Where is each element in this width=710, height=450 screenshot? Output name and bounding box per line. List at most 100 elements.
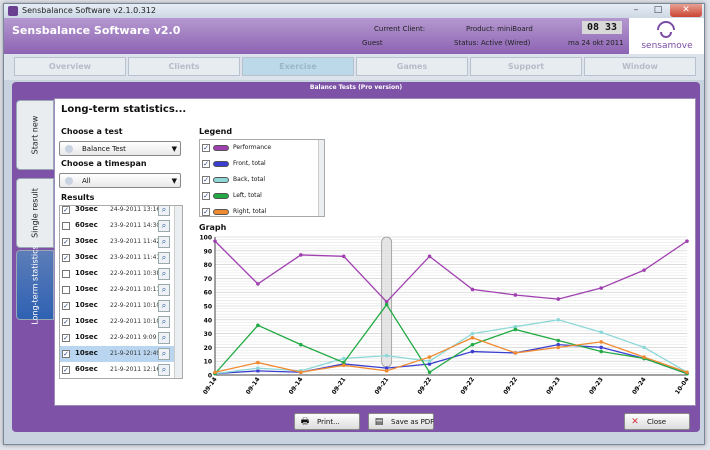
- legend-item[interactable]: ✓ Back, total: [200, 172, 316, 188]
- tab-long-term-statistics[interactable]: Long-term statistics: [16, 245, 54, 325]
- result-checkbox[interactable]: ✓: [62, 350, 70, 358]
- legend-item[interactable]: ✓ Left, total: [200, 188, 316, 204]
- results-label: Results: [61, 193, 95, 202]
- y-tick-label: 60: [204, 290, 212, 297]
- legend-checkbox[interactable]: ✓: [202, 208, 210, 216]
- result-datetime: 22-9-2011 10:38: [110, 270, 161, 277]
- result-row[interactable]: 10sec 22-9-2011 10:38 ⌕: [60, 266, 174, 282]
- result-duration: 10sec: [75, 301, 98, 309]
- magnifier-icon[interactable]: ⌕: [158, 284, 170, 296]
- magnifier-icon[interactable]: ⌕: [158, 268, 170, 280]
- print-button[interactable]: 🖶 Print...: [294, 413, 360, 430]
- result-row[interactable]: 10sec 22-9-2011 10:11 ⌕: [60, 282, 174, 298]
- maximize-button[interactable]: □: [653, 5, 663, 15]
- result-row[interactable]: ✓ 10sec 22-9-2011 10:10 ⌕: [60, 314, 174, 330]
- close-button-label: Close: [647, 418, 667, 426]
- results-scrollbar[interactable]: [174, 206, 182, 378]
- legend-checkbox[interactable]: ✓: [202, 176, 210, 184]
- choose-timespan-label: Choose a timespan: [61, 159, 147, 168]
- tab-clients[interactable]: Clients: [128, 57, 240, 76]
- result-datetime: 23-9-2011 14:30: [110, 222, 161, 229]
- result-row[interactable]: ✓ 10sec 22-9-2011 9:09 ⌕: [60, 330, 174, 346]
- result-datetime: 23-9-2011 11:41: [110, 254, 161, 261]
- result-checkbox[interactable]: [62, 222, 70, 230]
- graph-label: Graph: [199, 223, 227, 232]
- content-frame: Balance Tests (Pro version) Start new Si…: [12, 82, 700, 432]
- test-select[interactable]: Balance Test ▼: [59, 141, 181, 156]
- legend-scrollbar[interactable]: [318, 140, 324, 216]
- timespan-select[interactable]: All ▼: [59, 173, 181, 188]
- magnifier-icon[interactable]: ⌕: [158, 300, 170, 312]
- magnifier-icon[interactable]: ⌕: [158, 252, 170, 264]
- magnifier-icon[interactable]: ⌕: [158, 220, 170, 232]
- result-row[interactable]: ✓ 10sec 22-9-2011 10:10 ⌕: [60, 298, 174, 314]
- calendar-icon: [65, 177, 73, 185]
- data-point-left-total: [427, 370, 432, 375]
- data-point-front-total: [256, 369, 260, 373]
- magnifier-icon[interactable]: ⌕: [158, 316, 170, 328]
- legend-item[interactable]: ✓ Performance: [200, 140, 316, 156]
- legend-item[interactable]: ✓ Front, total: [200, 156, 316, 172]
- magnifier-icon[interactable]: ⌕: [158, 348, 170, 360]
- result-checkbox[interactable]: ✓: [62, 238, 70, 246]
- legend-item[interactable]: ✓ Right, total: [200, 204, 316, 216]
- magnifier-icon[interactable]: ⌕: [158, 236, 170, 248]
- result-duration: 30sec: [75, 253, 98, 261]
- tab-exercise[interactable]: Exercise: [242, 57, 354, 76]
- minimize-button[interactable]: –: [633, 5, 639, 15]
- y-tick-label: 100: [199, 235, 212, 242]
- close-window-button[interactable]: ✕: [670, 4, 702, 17]
- x-tick-label: 09-23: [545, 376, 562, 396]
- result-checkbox[interactable]: [62, 270, 70, 278]
- result-row[interactable]: ✓ 30sec 23-9-2011 11:42 ⌕: [60, 234, 174, 250]
- x-tick-label: 09-14: [202, 376, 219, 396]
- result-checkbox[interactable]: ✓: [62, 206, 70, 214]
- magnifier-icon[interactable]: ⌕: [158, 332, 170, 344]
- result-checkbox[interactable]: ✓: [62, 254, 70, 262]
- magnifier-icon[interactable]: ⌕: [158, 364, 170, 376]
- data-point-front-total: [556, 342, 561, 347]
- result-row[interactable]: 60sec 23-9-2011 14:30 ⌕: [60, 218, 174, 234]
- save-pdf-button[interactable]: ▤ Save as PDF: [368, 413, 434, 430]
- data-point-left-total: [341, 360, 346, 365]
- legend-checkbox[interactable]: ✓: [202, 144, 210, 152]
- title-bar[interactable]: Sensbalance Software v2.1.0.312 – □ ✕: [4, 4, 704, 18]
- data-point-right-total: [642, 355, 646, 359]
- app-header: Sensbalance Software v2.0 Current Client…: [4, 18, 704, 54]
- result-checkbox[interactable]: ✓: [62, 302, 70, 310]
- y-tick-label: 40: [204, 317, 212, 324]
- data-point-back-total: [470, 331, 475, 336]
- legend-checkbox[interactable]: ✓: [202, 192, 210, 200]
- x-tick-label: 10-04: [674, 376, 691, 396]
- tab-start-new[interactable]: Start new: [16, 100, 54, 170]
- date-display: ma 24 okt 2011: [568, 39, 624, 47]
- result-checkbox[interactable]: ✓: [62, 318, 70, 326]
- balance-test-icon: [65, 145, 73, 153]
- current-client-value: Guest: [362, 39, 383, 47]
- magnifier-icon[interactable]: ⌕: [158, 206, 170, 216]
- tab-window[interactable]: Window: [584, 57, 696, 76]
- close-icon: ✕: [631, 417, 639, 427]
- tab-single-result[interactable]: Single result: [16, 178, 54, 248]
- result-row[interactable]: ✓ 10sec 21-9-2011 12:49 ⌕: [60, 346, 174, 362]
- app-window: Sensbalance Software v2.1.0.312 – □ ✕ Se…: [3, 3, 705, 445]
- result-row[interactable]: ✓ 30sec 24-9-2011 13:16 ⌕: [60, 206, 174, 218]
- result-row[interactable]: ✓ 30sec 23-9-2011 11:41 ⌕: [60, 250, 174, 266]
- tab-long-term-label: Long-term statistics: [30, 245, 40, 325]
- legend-swatch: [213, 193, 229, 199]
- result-checkbox[interactable]: ✓: [62, 334, 70, 342]
- close-button[interactable]: ✕ Close: [624, 413, 690, 430]
- data-point-left-total: [299, 342, 303, 347]
- result-checkbox[interactable]: [62, 286, 70, 294]
- nav-bar: Overview Clients Exercise Games Support Windo…: [4, 54, 704, 80]
- tab-games[interactable]: Games: [356, 57, 468, 76]
- data-point-left-total: [384, 302, 389, 307]
- legend-checkbox[interactable]: ✓: [202, 160, 210, 168]
- tab-support[interactable]: Support: [470, 57, 582, 76]
- data-point-right-total: [299, 370, 303, 375]
- tab-overview[interactable]: Overview: [14, 57, 126, 76]
- legend-swatch: [213, 145, 229, 151]
- result-checkbox[interactable]: ✓: [62, 366, 70, 374]
- result-row[interactable]: ✓ 60sec 21-9-2011 12:16 ⌕: [60, 362, 174, 378]
- legend-label-text: Back, total: [233, 176, 266, 183]
